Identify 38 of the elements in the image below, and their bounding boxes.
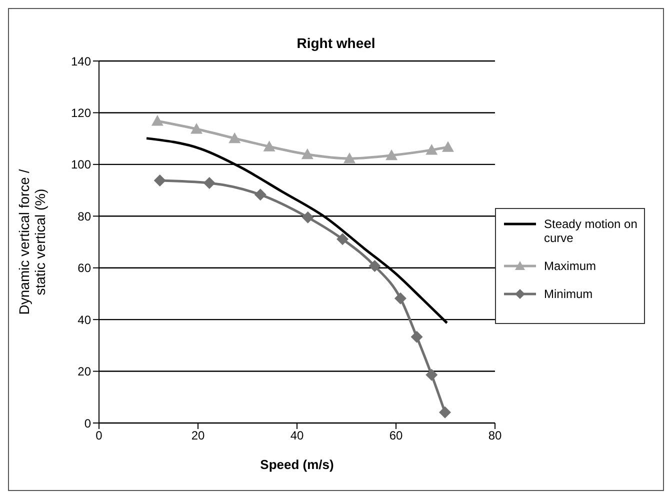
x-tick-label: 60 <box>389 428 403 443</box>
point <box>263 140 276 152</box>
y-tick-label: 40 <box>78 312 92 327</box>
point <box>203 177 216 190</box>
point <box>368 260 381 272</box>
x-tick-label: 40 <box>290 428 304 443</box>
chart-title: Right wheel <box>296 35 376 51</box>
point <box>439 406 452 418</box>
legend-label: Minimum <box>544 287 593 301</box>
point <box>394 292 406 304</box>
y-tick-label: 100 <box>70 158 92 172</box>
point <box>301 148 314 160</box>
point <box>228 132 241 144</box>
point <box>154 174 166 186</box>
point <box>343 152 356 164</box>
y-axis-title: Dynamic vertical force / static vertical (%) <box>16 169 48 315</box>
point <box>410 330 423 343</box>
x-tick-label: 20 <box>191 428 205 443</box>
point <box>442 141 454 152</box>
x-tick-label: 80 <box>488 428 502 443</box>
y-tick-label: 60 <box>78 261 92 276</box>
point <box>302 211 314 224</box>
x-axis-title: Speed (m/s) <box>260 457 334 472</box>
point <box>254 188 266 201</box>
y-tick-label: 120 <box>70 106 92 120</box>
point <box>151 114 164 126</box>
point <box>190 123 203 134</box>
x-tick-label: 0 <box>96 428 103 443</box>
y-tick-label: 80 <box>78 209 92 224</box>
point <box>336 233 349 246</box>
y-tick-label: 0 <box>84 416 92 430</box>
point <box>426 144 438 155</box>
legend-label: Maximum <box>544 259 596 273</box>
y-tick-label: 20 <box>78 364 92 379</box>
point <box>386 149 398 160</box>
y-tick-label: 140 <box>70 54 92 68</box>
legend-label: Steady motion on curve <box>544 217 638 245</box>
point <box>426 368 438 381</box>
